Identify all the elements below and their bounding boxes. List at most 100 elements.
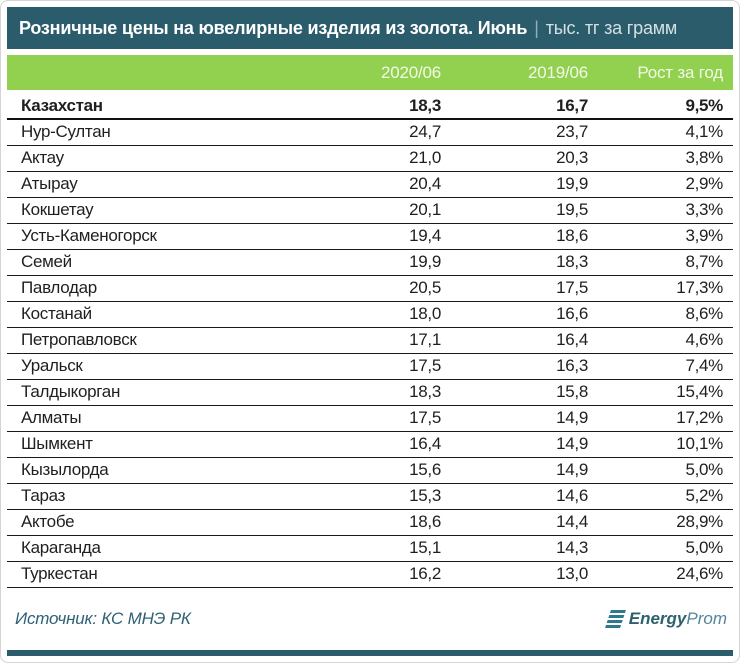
city-cell: Актау xyxy=(7,145,295,172)
growth-cell: 10,1% xyxy=(588,431,733,458)
growth-cell: 5,2% xyxy=(588,483,733,510)
value-2019-cell: 14,6 xyxy=(441,483,588,510)
city-cell: Кызылорда xyxy=(7,457,295,484)
table-row: Павлодар 20,5 17,5 17,3% xyxy=(7,275,733,302)
title-bar: Розничные цены на ювелирные изделия из з… xyxy=(7,7,733,49)
growth-cell: 17,3% xyxy=(588,275,733,302)
value-2020-cell: 18,3 xyxy=(295,93,441,120)
value-2020-cell: 20,1 xyxy=(295,197,441,224)
value-2020-cell: 17,5 xyxy=(295,405,441,432)
energyprom-logo-icon xyxy=(604,609,626,628)
table-row: Актау 21,0 20,3 3,8% xyxy=(7,145,733,172)
title-unit: тыс. тг за грамм xyxy=(545,17,678,38)
value-2019-cell: 19,9 xyxy=(441,171,588,198)
growth-cell: 5,0% xyxy=(588,535,733,562)
value-2019-cell: 16,7 xyxy=(441,93,588,120)
growth-cell: 3,3% xyxy=(588,197,733,224)
value-2020-cell: 17,1 xyxy=(295,327,441,354)
growth-cell: 2,9% xyxy=(588,171,733,198)
table-row: Тараз 15,3 14,6 5,2% xyxy=(7,483,733,510)
growth-cell: 17,2% xyxy=(588,405,733,432)
table-row: Талдыкорган 18,3 15,8 15,4% xyxy=(7,379,733,406)
column-header-2019: 2019/06 xyxy=(527,62,588,82)
growth-cell: 9,5% xyxy=(588,93,733,120)
growth-cell: 5,0% xyxy=(588,457,733,484)
growth-cell: 7,4% xyxy=(588,353,733,380)
value-2019-cell: 16,4 xyxy=(441,327,588,354)
city-cell: Костанай xyxy=(7,301,295,328)
table-row: Семей 19,9 18,3 8,7% xyxy=(7,249,733,276)
value-2020-cell: 15,3 xyxy=(295,483,441,510)
city-cell: Актобе xyxy=(7,509,295,536)
table-row: Актобе 18,6 14,4 28,9% xyxy=(7,509,733,536)
table-row: Туркестан 16,2 13,0 24,6% xyxy=(7,561,733,588)
city-cell: Талдыкорган xyxy=(7,379,295,406)
city-cell: Уральск xyxy=(7,353,295,380)
value-2020-cell: 19,9 xyxy=(295,249,441,276)
table-row: Петропавловск 17,1 16,4 4,6% xyxy=(7,327,733,354)
value-2020-cell: 18,0 xyxy=(295,301,441,328)
value-2019-cell: 14,9 xyxy=(441,405,588,432)
value-2019-cell: 18,6 xyxy=(441,223,588,250)
table-row: Казахстан 18,3 16,7 9,5% xyxy=(7,93,733,120)
page-title: Розничные цены на ювелирные изделия из з… xyxy=(19,17,528,38)
table-row: Костанай 18,0 16,6 8,6% xyxy=(7,301,733,328)
price-table: Казахстан 18,3 16,7 9,5% Нур-Султан 24,7… xyxy=(7,93,733,588)
value-2020-cell: 20,5 xyxy=(295,275,441,302)
city-cell: Семей xyxy=(7,249,295,276)
table-row: Алматы 17,5 14,9 17,2% xyxy=(7,405,733,432)
value-2019-cell: 23,7 xyxy=(441,119,588,146)
logo-text-light: Prom xyxy=(686,608,727,628)
growth-cell: 4,6% xyxy=(588,327,733,354)
value-2019-cell: 18,3 xyxy=(441,249,588,276)
value-2020-cell: 16,2 xyxy=(295,561,441,588)
price-table-body: Казахстан 18,3 16,7 9,5% Нур-Султан 24,7… xyxy=(7,93,733,588)
value-2019-cell: 13,0 xyxy=(441,561,588,588)
table-row: Атырау 20,4 19,9 2,9% xyxy=(7,171,733,198)
column-header-bar: 2020/06 2019/06 Рост за год xyxy=(7,55,733,90)
energyprom-logo-text: EnergyProm xyxy=(629,609,727,629)
value-2020-cell: 20,4 xyxy=(295,171,441,198)
value-2020-cell: 17,5 xyxy=(295,353,441,380)
growth-cell: 8,6% xyxy=(588,301,733,328)
value-2019-cell: 17,5 xyxy=(441,275,588,302)
value-2019-cell: 14,4 xyxy=(441,509,588,536)
city-cell: Казахстан xyxy=(7,93,295,120)
source-note: Источник: КС МНЭ РК xyxy=(15,608,191,628)
table-row: Караганда 15,1 14,3 5,0% xyxy=(7,535,733,562)
column-header-growth: Рост за год xyxy=(637,62,723,82)
bottom-accent-bar xyxy=(7,650,733,656)
table-row: Кокшетау 20,1 19,5 3,3% xyxy=(7,197,733,224)
growth-cell: 28,9% xyxy=(588,509,733,536)
growth-cell: 4,1% xyxy=(588,119,733,146)
column-header-2020: 2020/06 xyxy=(380,62,441,82)
value-2019-cell: 20,3 xyxy=(441,145,588,172)
value-2019-cell: 19,5 xyxy=(441,197,588,224)
value-2020-cell: 21,0 xyxy=(295,145,441,172)
city-cell: Павлодар xyxy=(7,275,295,302)
value-2020-cell: 15,1 xyxy=(295,535,441,562)
table-row: Шымкент 16,4 14,9 10,1% xyxy=(7,431,733,458)
city-cell: Петропавловск xyxy=(7,327,295,354)
value-2019-cell: 14,9 xyxy=(441,457,588,484)
city-cell: Нур-Султан xyxy=(7,119,295,146)
table-row: Усть-Каменогорск 19,4 18,6 3,9% xyxy=(7,223,733,250)
value-2019-cell: 16,6 xyxy=(441,301,588,328)
value-2019-cell: 14,9 xyxy=(441,431,588,458)
table-row: Нур-Султан 24,7 23,7 4,1% xyxy=(7,119,733,146)
title-separator: | xyxy=(534,17,539,38)
value-2019-cell: 14,3 xyxy=(441,535,588,562)
growth-cell: 3,8% xyxy=(588,145,733,172)
city-cell: Алматы xyxy=(7,405,295,432)
city-cell: Усть-Каменогорск xyxy=(7,223,295,250)
value-2020-cell: 16,4 xyxy=(295,431,441,458)
value-2020-cell: 19,4 xyxy=(295,223,441,250)
city-cell: Тараз xyxy=(7,483,295,510)
city-cell: Шымкент xyxy=(7,431,295,458)
value-2020-cell: 18,3 xyxy=(295,379,441,406)
city-cell: Туркестан xyxy=(7,561,295,588)
growth-cell: 3,9% xyxy=(588,223,733,250)
city-cell: Атырау xyxy=(7,171,295,198)
value-2020-cell: 24,7 xyxy=(295,119,441,146)
